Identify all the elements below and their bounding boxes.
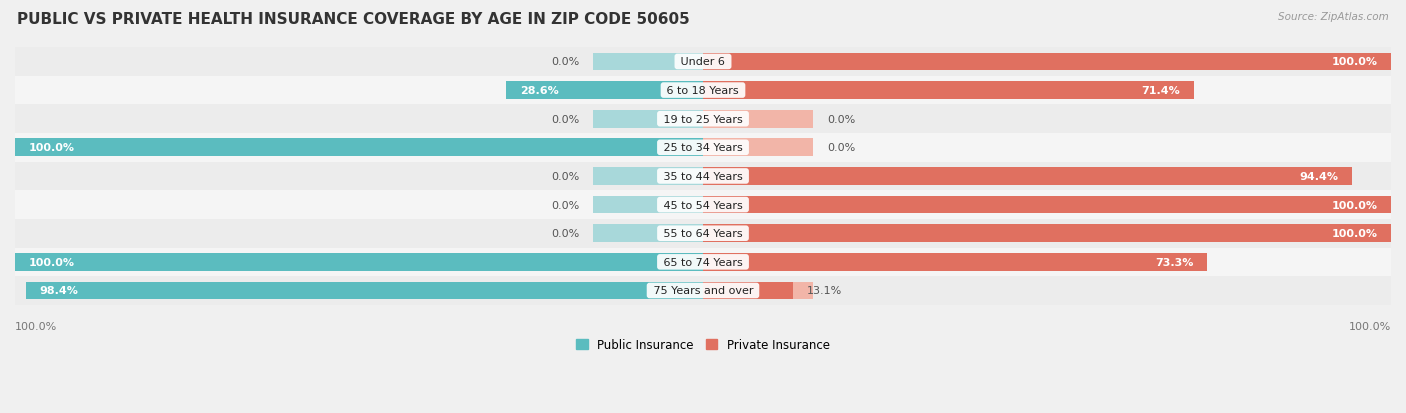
Bar: [703, 225, 1391, 242]
Bar: [593, 111, 703, 128]
Bar: [703, 196, 813, 214]
Bar: [15, 48, 1391, 76]
Bar: [703, 82, 1194, 100]
Text: 100.0%: 100.0%: [1348, 321, 1391, 331]
Bar: [593, 282, 703, 299]
Text: 71.4%: 71.4%: [1142, 86, 1181, 96]
Bar: [15, 139, 703, 157]
Bar: [703, 53, 1391, 71]
Text: 0.0%: 0.0%: [551, 229, 579, 239]
Text: 0.0%: 0.0%: [551, 171, 579, 182]
Text: PUBLIC VS PRIVATE HEALTH INSURANCE COVERAGE BY AGE IN ZIP CODE 50605: PUBLIC VS PRIVATE HEALTH INSURANCE COVER…: [17, 12, 689, 27]
Bar: [593, 225, 703, 242]
Text: 6 to 18 Years: 6 to 18 Years: [664, 86, 742, 96]
Bar: [703, 253, 1208, 271]
Text: 0.0%: 0.0%: [827, 114, 855, 124]
Bar: [593, 196, 703, 214]
Text: Source: ZipAtlas.com: Source: ZipAtlas.com: [1278, 12, 1389, 22]
Bar: [703, 253, 813, 271]
Bar: [593, 253, 703, 271]
Text: 25 to 34 Years: 25 to 34 Years: [659, 143, 747, 153]
Text: 28.6%: 28.6%: [520, 86, 558, 96]
Bar: [703, 282, 793, 299]
Bar: [703, 225, 813, 242]
Text: 0.0%: 0.0%: [551, 57, 579, 67]
Bar: [15, 276, 1391, 305]
Text: 100.0%: 100.0%: [28, 143, 75, 153]
Text: 0.0%: 0.0%: [827, 143, 855, 153]
Text: 55 to 64 Years: 55 to 64 Years: [659, 229, 747, 239]
Bar: [703, 53, 813, 71]
Bar: [15, 248, 1391, 276]
Bar: [15, 253, 703, 271]
Bar: [25, 282, 703, 299]
Text: 94.4%: 94.4%: [1299, 171, 1339, 182]
Bar: [15, 76, 1391, 105]
Text: 0.0%: 0.0%: [551, 200, 579, 210]
Bar: [593, 168, 703, 185]
Bar: [15, 105, 1391, 134]
Text: 100.0%: 100.0%: [15, 321, 58, 331]
Bar: [703, 168, 1353, 185]
Text: 0.0%: 0.0%: [551, 114, 579, 124]
Text: 100.0%: 100.0%: [1331, 229, 1378, 239]
Bar: [593, 53, 703, 71]
Text: 75 Years and over: 75 Years and over: [650, 286, 756, 296]
Bar: [15, 134, 1391, 162]
Bar: [703, 196, 1391, 214]
Text: 100.0%: 100.0%: [1331, 57, 1378, 67]
Text: 100.0%: 100.0%: [1331, 200, 1378, 210]
Bar: [506, 82, 703, 100]
Text: 65 to 74 Years: 65 to 74 Years: [659, 257, 747, 267]
Legend: Public Insurance, Private Insurance: Public Insurance, Private Insurance: [571, 333, 835, 356]
Bar: [703, 139, 813, 157]
Text: 13.1%: 13.1%: [807, 286, 842, 296]
Bar: [15, 219, 1391, 248]
Bar: [15, 162, 1391, 191]
Text: 100.0%: 100.0%: [28, 257, 75, 267]
Bar: [703, 111, 813, 128]
Text: 45 to 54 Years: 45 to 54 Years: [659, 200, 747, 210]
Text: 73.3%: 73.3%: [1156, 257, 1194, 267]
Bar: [703, 82, 813, 100]
Bar: [703, 282, 813, 299]
Bar: [593, 82, 703, 100]
Text: Under 6: Under 6: [678, 57, 728, 67]
Text: 35 to 44 Years: 35 to 44 Years: [659, 171, 747, 182]
Text: 98.4%: 98.4%: [39, 286, 79, 296]
Bar: [593, 139, 703, 157]
Bar: [703, 168, 813, 185]
Bar: [15, 191, 1391, 219]
Text: 19 to 25 Years: 19 to 25 Years: [659, 114, 747, 124]
